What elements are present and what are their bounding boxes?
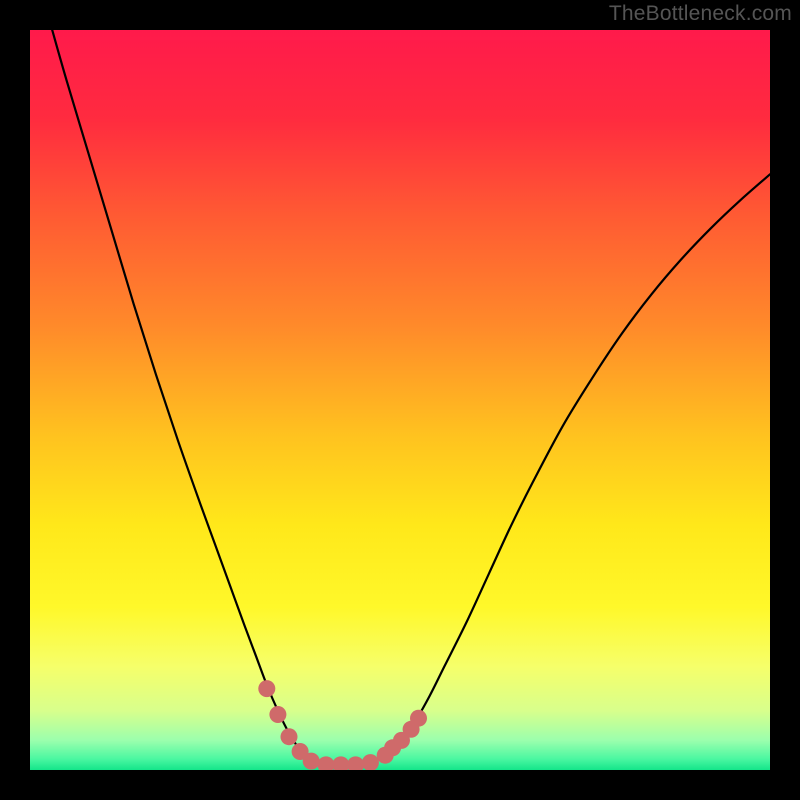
curve-marker <box>281 728 298 745</box>
curve-marker <box>258 680 275 697</box>
curve-marker <box>303 753 320 770</box>
gradient-plot-background <box>30 30 770 770</box>
curve-marker <box>410 710 427 727</box>
chart-stage: TheBottleneck.com <box>0 0 800 800</box>
bottleneck-chart <box>0 0 800 800</box>
watermark-text: TheBottleneck.com <box>609 2 792 26</box>
curve-marker <box>362 754 379 771</box>
curve-marker <box>269 706 286 723</box>
